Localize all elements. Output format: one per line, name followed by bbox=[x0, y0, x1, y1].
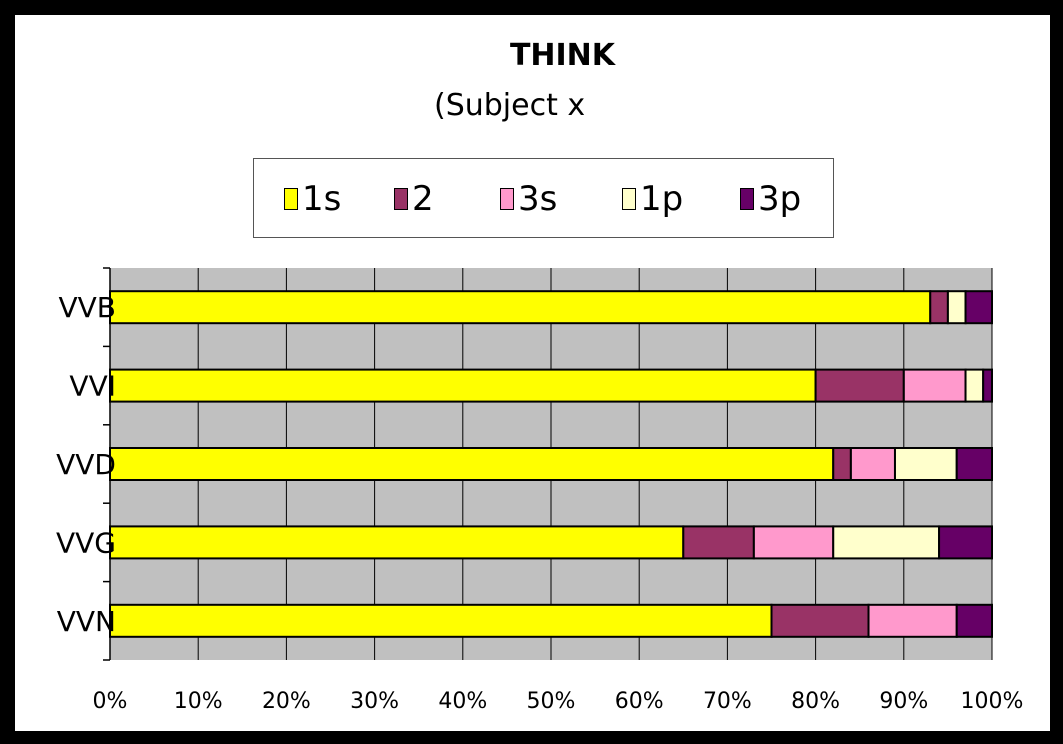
bar-vvd-3p bbox=[955, 447, 993, 481]
legend-item: 2 bbox=[394, 181, 434, 217]
x-tick-label: 100% bbox=[961, 689, 1024, 714]
x-tick-label: 60% bbox=[615, 689, 664, 714]
bar-vvi-3s bbox=[902, 368, 967, 403]
bar-vvb-2 bbox=[929, 290, 949, 325]
legend-label: 3p bbox=[758, 179, 802, 219]
legend-swatch bbox=[394, 188, 408, 210]
bar-vvb-1p bbox=[946, 290, 967, 325]
bar-vvd-1s bbox=[109, 447, 835, 481]
bar-vvd-3s bbox=[849, 447, 896, 481]
bar-vvi-3p bbox=[982, 368, 993, 403]
legend-item: 3s bbox=[500, 181, 557, 217]
legend-label: 3s bbox=[518, 179, 558, 219]
bar-vvb-1s bbox=[109, 290, 932, 325]
x-tick-label: 80% bbox=[791, 689, 840, 714]
bar-vvg-1s bbox=[109, 525, 685, 560]
x-tick-label: 0% bbox=[93, 689, 128, 714]
bar-vvb-3p bbox=[964, 290, 993, 325]
x-tick-label: 70% bbox=[703, 689, 752, 714]
legend-swatch bbox=[740, 188, 754, 210]
category-label: VVD bbox=[56, 448, 116, 481]
legend-label: 1s bbox=[302, 179, 342, 219]
bar-vvi-1s bbox=[109, 368, 817, 403]
bar-vvn-3s bbox=[867, 603, 958, 638]
bar-vvd-2 bbox=[832, 447, 852, 481]
bar-vvn-2 bbox=[770, 603, 870, 638]
bar-vvi-1p bbox=[964, 368, 985, 403]
bar-vvg-1p bbox=[832, 525, 941, 560]
bar-vvn-3p bbox=[955, 603, 993, 638]
category-label: VVB bbox=[58, 291, 116, 324]
x-tick-label: 30% bbox=[350, 689, 399, 714]
x-tick-label: 10% bbox=[174, 689, 223, 714]
legend-swatch bbox=[500, 188, 514, 210]
legend-label: 2 bbox=[412, 179, 434, 219]
x-tick-label: 20% bbox=[262, 689, 311, 714]
bar-vvn-1s bbox=[109, 603, 773, 638]
x-tick-label: 50% bbox=[527, 689, 576, 714]
legend-item: 1p bbox=[622, 181, 683, 217]
category-label: VVI bbox=[69, 370, 116, 403]
x-tick-label: 40% bbox=[438, 689, 487, 714]
bar-vvg-2 bbox=[682, 525, 755, 560]
legend-label: 1p bbox=[640, 179, 684, 219]
bar-vvg-3s bbox=[752, 525, 835, 560]
bar-vvg-3p bbox=[938, 525, 994, 560]
bar-vvd-1p bbox=[893, 447, 958, 481]
subtitle-mask bbox=[643, 85, 723, 130]
legend-item: 1s bbox=[284, 181, 341, 217]
x-tick-label: 90% bbox=[879, 689, 928, 714]
legend-item: 3p bbox=[740, 181, 801, 217]
chart-legend: 1s 2 3s 1p 3p bbox=[253, 158, 834, 238]
legend-swatch bbox=[622, 188, 636, 210]
legend-swatch bbox=[284, 188, 298, 210]
chart-title: THINK bbox=[509, 38, 616, 73]
bar-vvi-2 bbox=[814, 368, 905, 403]
category-label: VVG bbox=[56, 526, 116, 559]
category-label: VVN bbox=[57, 605, 116, 638]
chart-subtitle: (Subject x bbox=[434, 88, 586, 123]
